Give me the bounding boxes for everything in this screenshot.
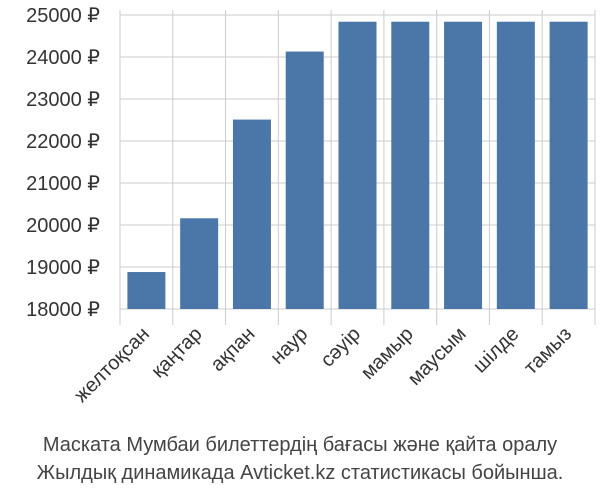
bar-9: [549, 21, 588, 309]
y-tick-label: 22000 ₽: [26, 131, 100, 153]
y-tick-label: 21000 ₽: [26, 173, 100, 195]
x-tick-label: маусым: [404, 323, 471, 390]
y-tick-label: 20000 ₽: [26, 215, 100, 237]
bar-4: [285, 51, 324, 309]
chart-caption-line-1: Маската Мумбаи билеттердің бағасы және қ…: [42, 434, 558, 456]
bar-8: [496, 21, 535, 309]
y-tick-label: 24000 ₽: [26, 47, 100, 69]
x-tick-label: ақпан: [207, 323, 260, 376]
bar-1: [127, 272, 166, 309]
chart-caption-line-2: Жылдық динамикада Avticket.kz статистика…: [36, 462, 564, 484]
x-tick-label: наур: [266, 323, 312, 369]
bar-2: [180, 218, 219, 309]
y-tick-label: 18000 ₽: [26, 299, 100, 321]
x-tick-label: сәуір: [316, 323, 365, 372]
bar-7: [444, 21, 483, 309]
bars: [127, 21, 588, 309]
x-tick-label: қаңтар: [147, 323, 206, 382]
x-tick-label: шілде: [469, 323, 523, 377]
y-axis: 18000 ₽ 19000 ₽ 20000 ₽ 21000 ₽ 22000 ₽ 23000…: [26, 5, 100, 321]
bar-chart: 18000 ₽ 19000 ₽ 20000 ₽ 21000 ₽ 22000 ₽ 23000…: [26, 5, 596, 407]
y-tick-label: 19000 ₽: [26, 257, 100, 279]
x-tick-label: тамыз: [520, 323, 576, 379]
y-tick-label: 25000 ₽: [26, 5, 100, 27]
bar-6: [391, 21, 430, 309]
bar-5: [338, 21, 377, 309]
y-tick-label: 23000 ₽: [26, 89, 100, 111]
bar-3: [232, 119, 271, 309]
x-tick-label: желтоқсан: [70, 323, 154, 407]
